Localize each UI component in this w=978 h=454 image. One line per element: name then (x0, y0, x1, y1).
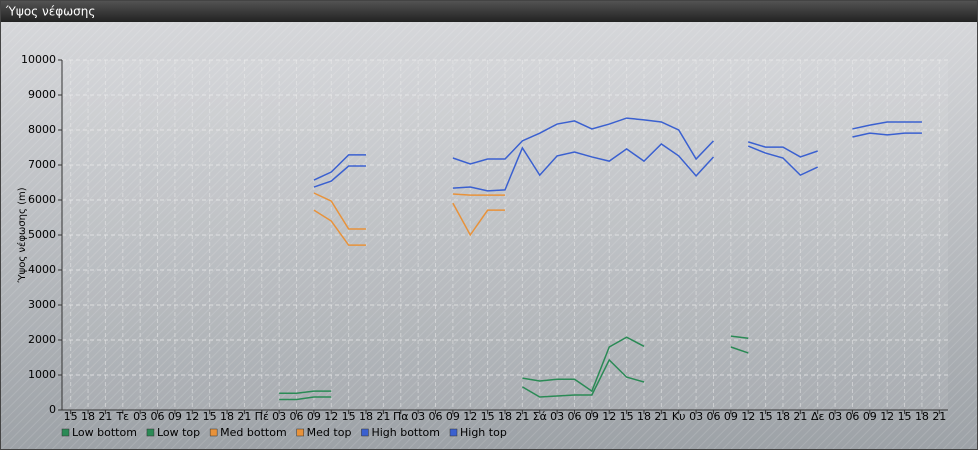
y-tick-label: 9000 (28, 88, 56, 101)
y-tick-label: 6000 (28, 193, 56, 206)
y-tick-label: 4000 (28, 263, 56, 276)
x-tick-label: 03 (550, 410, 564, 423)
x-tick-label: 09 (446, 410, 460, 423)
y-tick-label: 1000 (28, 368, 56, 381)
x-tick-label: 21 (793, 410, 807, 423)
x-tick-label: 09 (585, 410, 599, 423)
x-tick-label: 12 (185, 410, 199, 423)
legend-label: Low bottom (72, 426, 137, 439)
series-line (279, 346, 749, 401)
x-tick-label: 09 (863, 410, 877, 423)
x-tick-label: 03 (828, 410, 842, 423)
x-tick-label: Δε (811, 410, 825, 423)
x-tick-label: 09 (168, 410, 182, 423)
y-tick-label: 7000 (28, 158, 56, 171)
x-tick-label: 18 (637, 410, 651, 423)
x-tick-label: 15 (759, 410, 773, 423)
x-tick-label: 03 (133, 410, 147, 423)
x-tick-label: 09 (724, 410, 738, 423)
x-tick-label: 18 (915, 410, 929, 423)
x-tick-label: 06 (290, 410, 304, 423)
x-tick-label: 15 (481, 410, 495, 423)
x-tick-label: 06 (706, 410, 720, 423)
window-title: Ύψος νέφωσης (5, 5, 95, 19)
x-tick-label: 18 (359, 410, 373, 423)
x-tick-label: 03 (411, 410, 425, 423)
x-tick-label: Πα (393, 410, 409, 423)
series-line (313, 192, 505, 230)
x-tick-label: 15 (342, 410, 356, 423)
y-tick-label: 0 (49, 403, 56, 416)
legend-swatch (61, 428, 70, 437)
series-line (279, 335, 749, 394)
series-line (313, 117, 922, 181)
legend-swatch (296, 428, 304, 437)
legend-swatch (449, 428, 458, 437)
x-tick-label: 21 (237, 410, 251, 423)
series-line (313, 132, 922, 192)
x-tick-label: 18 (81, 410, 95, 423)
x-tick-label: 15 (203, 410, 217, 423)
legend-label: High bottom (371, 426, 440, 439)
x-tick-label: 09 (307, 410, 321, 423)
y-axis-label: Ύψος νέφωσης (m) (16, 187, 28, 283)
title-bar (0, 0, 978, 22)
x-tick-label: 12 (602, 410, 616, 423)
y-tick-label: 5000 (28, 228, 56, 241)
y-tick-label: 8000 (28, 123, 56, 136)
y-tick-label: 2000 (28, 333, 56, 346)
x-tick-label: 03 (272, 410, 286, 423)
x-tick-label: 15 (64, 410, 78, 423)
x-tick-label: 15 (620, 410, 634, 423)
legend-label: Med top (307, 426, 352, 439)
y-tick-label: 10000 (21, 53, 56, 66)
x-tick-label: 12 (880, 410, 894, 423)
x-tick-label: 21 (932, 410, 946, 423)
legend-label: High top (460, 426, 507, 439)
x-tick-label: Τε (115, 410, 129, 423)
y-tick-label: 3000 (28, 298, 56, 311)
x-tick-label: 06 (429, 410, 443, 423)
x-tick-label: Σά (533, 410, 547, 423)
x-tick-label: Πέ (255, 410, 269, 423)
series-line (313, 202, 505, 246)
x-tick-label: 21 (515, 410, 529, 423)
x-tick-label: 18 (498, 410, 512, 423)
legend-swatch (209, 428, 218, 437)
x-tick-label: 06 (845, 410, 859, 423)
x-tick-label: 18 (776, 410, 790, 423)
x-tick-label: 06 (151, 410, 165, 423)
x-tick-label: 21 (98, 410, 112, 423)
x-tick-label: 03 (689, 410, 703, 423)
x-tick-label: 12 (324, 410, 338, 423)
x-tick-label: 12 (463, 410, 477, 423)
x-tick-label: 06 (567, 410, 581, 423)
legend-label: Med bottom (220, 426, 287, 439)
x-tick-label: Κυ (672, 410, 686, 423)
legend-swatch (361, 428, 369, 437)
x-tick-label: 21 (376, 410, 390, 423)
legend-swatch (146, 428, 155, 437)
x-tick-label: 15 (898, 410, 912, 423)
x-tick-label: 18 (220, 410, 234, 423)
legend-label: Low top (157, 426, 200, 439)
x-tick-label: 21 (654, 410, 668, 423)
x-tick-label: 12 (741, 410, 755, 423)
